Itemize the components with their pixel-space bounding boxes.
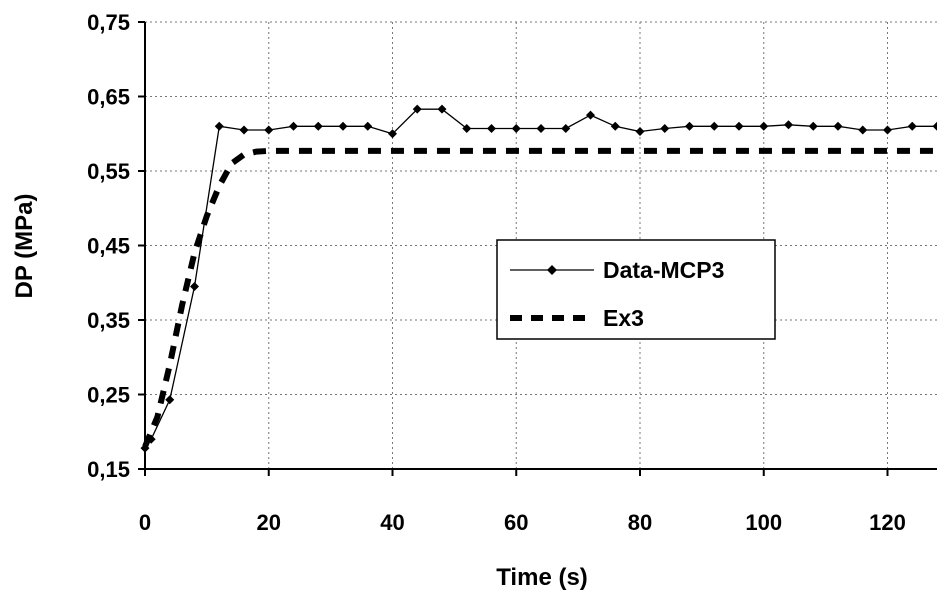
data-point-data-mcp3 <box>264 125 274 135</box>
data-point-data-mcp3 <box>561 124 571 134</box>
data-point-data-mcp3 <box>858 125 868 135</box>
data-point-data-mcp3 <box>685 121 694 131</box>
x-tick-label: 120 <box>869 510 906 535</box>
y-axis-title: DP (MPa) <box>11 194 38 299</box>
y-tick-label: 0,15 <box>87 457 130 482</box>
data-point-data-mcp3 <box>165 395 175 405</box>
legend-label-data-mcp3: Data-MCP3 <box>603 257 724 283</box>
tick-labels: 0,15 0,25 0,35 0,45 0,55 0,65 0,75 0 20 40 60 80 100… <box>87 10 906 535</box>
data-point-data-mcp3 <box>214 121 224 131</box>
data-point-data-mcp3 <box>536 124 546 134</box>
data-point-data-mcp3 <box>388 129 397 139</box>
series-layer <box>140 104 937 453</box>
data-point-data-mcp3 <box>610 121 620 131</box>
data-point-data-mcp3 <box>586 110 595 120</box>
series-line-data-mcp3 <box>144 108 937 449</box>
legend-box <box>496 239 776 340</box>
legend-marker-data-mcp3 <box>547 265 557 275</box>
y-tick-label: 0,35 <box>87 308 130 333</box>
data-point-data-mcp3 <box>289 121 298 131</box>
data-point-data-mcp3 <box>313 121 323 131</box>
data-point-data-mcp3 <box>784 120 793 130</box>
y-tick-label: 0,65 <box>87 85 130 110</box>
data-point-data-mcp3 <box>883 125 892 135</box>
y-tick-label: 0,55 <box>87 159 130 184</box>
data-point-data-mcp3 <box>635 127 645 137</box>
data-point-data-mcp3 <box>907 121 917 131</box>
x-tick-label: 100 <box>745 510 782 535</box>
data-point-data-mcp3 <box>338 121 348 131</box>
data-point-data-mcp3 <box>734 121 744 131</box>
data-point-data-mcp3 <box>190 281 199 291</box>
data-point-data-mcp3 <box>709 121 719 131</box>
x-tick-label: 20 <box>257 510 281 535</box>
y-tick-label: 0,75 <box>87 10 130 35</box>
data-point-data-mcp3 <box>412 104 422 114</box>
data-point-data-mcp3 <box>660 124 670 134</box>
x-tick-label: 60 <box>504 510 528 535</box>
legend-label-ex3: Ex3 <box>603 305 644 331</box>
series-line-ex3 <box>142 147 937 448</box>
data-point-data-mcp3 <box>808 121 818 131</box>
x-axis-title: Time (s) <box>496 564 588 591</box>
data-point-data-mcp3 <box>462 124 472 134</box>
data-point-data-mcp3 <box>833 121 843 131</box>
data-point-data-mcp3 <box>239 125 249 135</box>
axes <box>138 21 937 476</box>
y-tick-label: 0,25 <box>87 383 130 408</box>
y-tick-label: 0,45 <box>87 234 130 259</box>
data-point-data-mcp3 <box>437 104 447 114</box>
data-point-data-mcp3 <box>511 124 521 134</box>
data-point-data-mcp3 <box>487 124 496 134</box>
legend: Data-MCP3 Ex3 <box>496 239 776 340</box>
x-tick-label: 80 <box>628 510 652 535</box>
data-point-data-mcp3 <box>932 121 937 131</box>
data-point-data-mcp3 <box>759 121 769 131</box>
x-tick-label: 0 <box>139 510 151 535</box>
data-point-data-mcp3 <box>363 121 373 131</box>
x-tick-label: 40 <box>380 510 404 535</box>
